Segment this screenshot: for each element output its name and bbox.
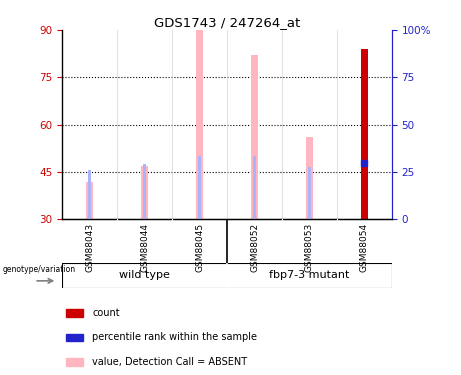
Text: GSM88045: GSM88045 — [195, 223, 204, 272]
Bar — [88, 171, 91, 219]
Bar — [66, 309, 83, 317]
Text: GSM88052: GSM88052 — [250, 223, 259, 272]
Text: GSM88043: GSM88043 — [85, 223, 94, 272]
Text: value, Detection Call = ABSENT: value, Detection Call = ABSENT — [93, 357, 248, 367]
Title: GDS1743 / 247264_at: GDS1743 / 247264_at — [154, 16, 300, 29]
Bar — [196, 30, 203, 219]
Text: GSM88053: GSM88053 — [305, 223, 314, 272]
Bar — [66, 333, 83, 341]
Bar — [306, 137, 313, 219]
Text: genotype/variation: genotype/variation — [2, 265, 76, 274]
Text: GSM88044: GSM88044 — [140, 223, 149, 272]
Text: percentile rank within the sample: percentile rank within the sample — [93, 332, 258, 342]
Bar — [198, 156, 201, 219]
Text: wild type: wild type — [119, 270, 170, 280]
Bar — [86, 182, 93, 219]
Bar — [66, 358, 83, 366]
Text: count: count — [93, 308, 120, 318]
Bar — [142, 166, 148, 219]
Bar — [143, 164, 146, 219]
Bar — [308, 167, 311, 219]
Text: fbp7-3 mutant: fbp7-3 mutant — [269, 270, 349, 280]
Bar — [253, 156, 256, 219]
Text: GSM88054: GSM88054 — [360, 223, 369, 272]
Bar — [361, 49, 368, 219]
Bar — [251, 55, 258, 219]
